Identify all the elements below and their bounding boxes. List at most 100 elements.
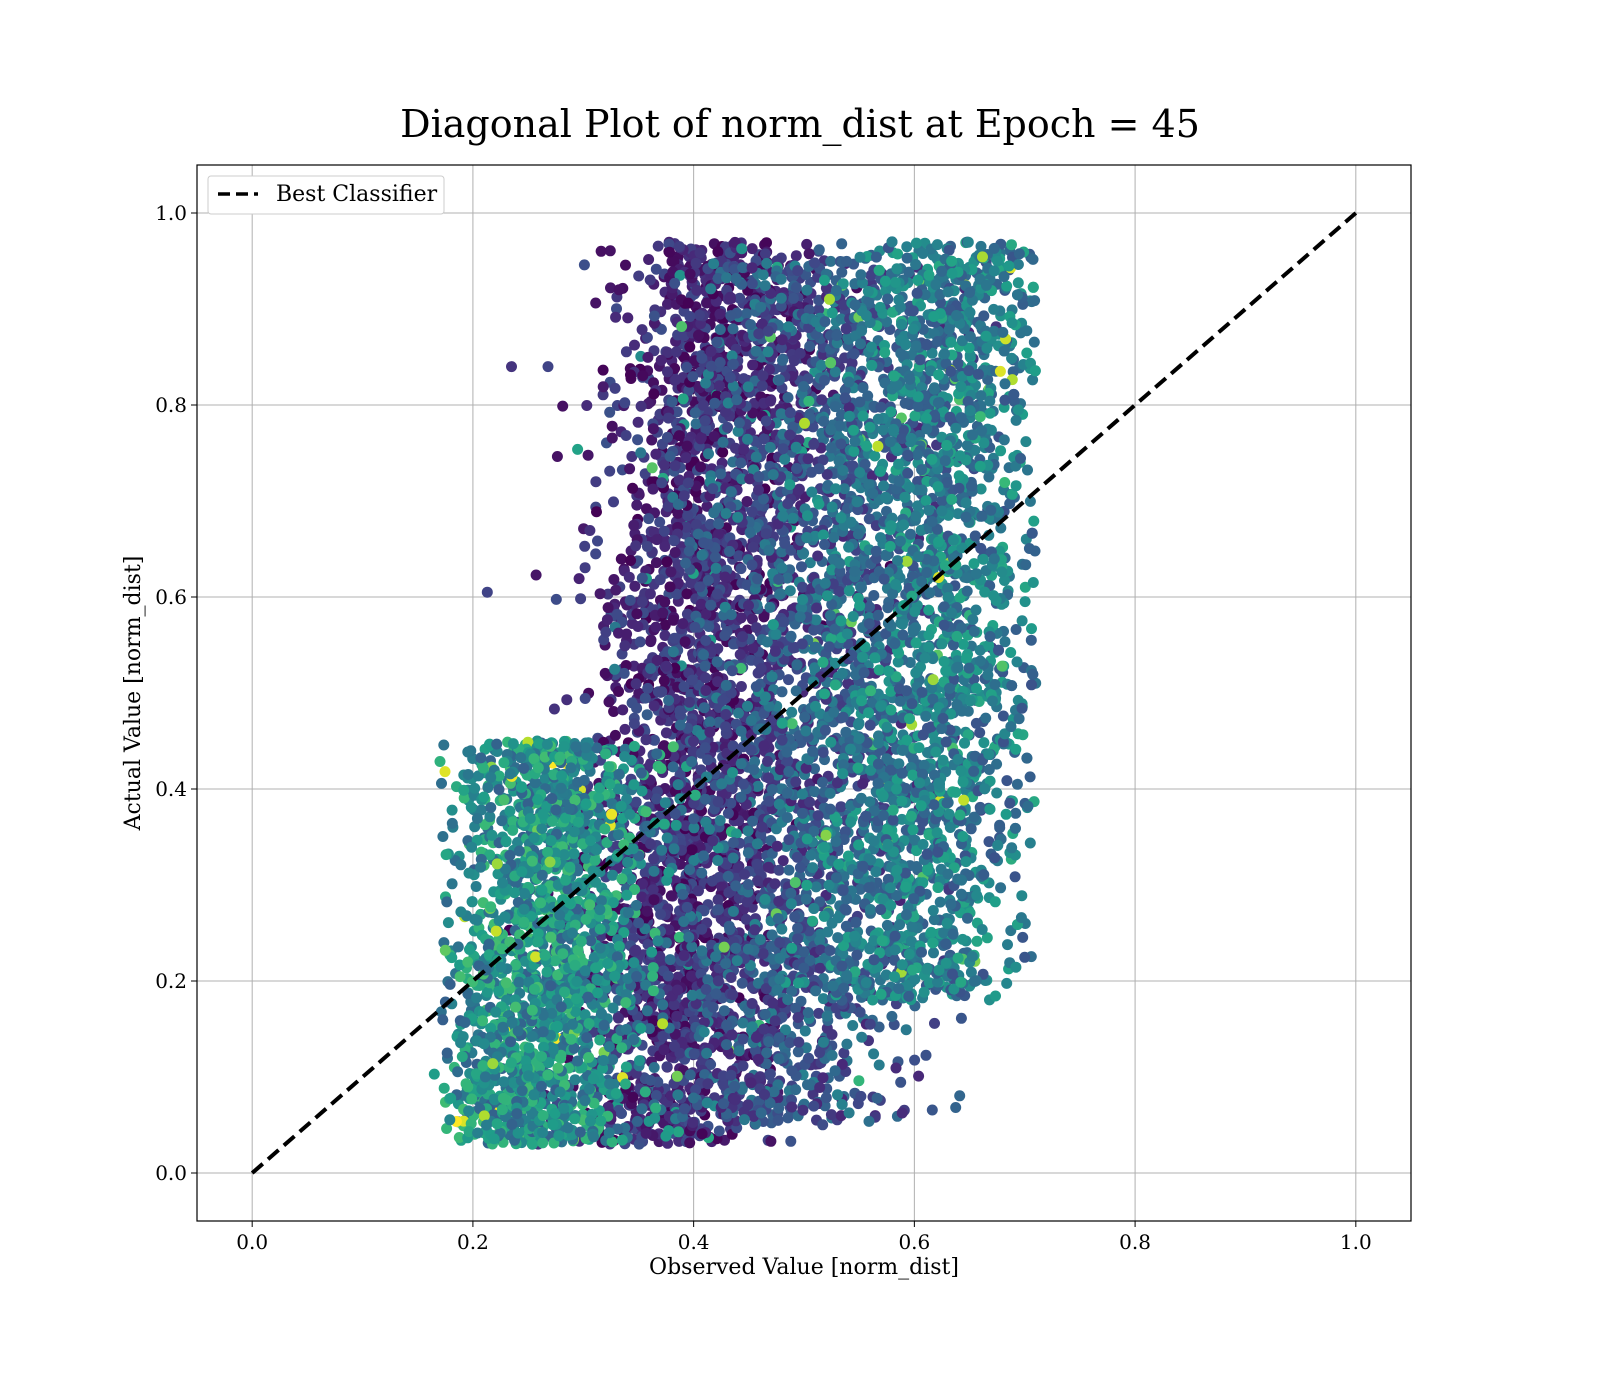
scatter-point (590, 548, 602, 560)
scatter-point (841, 1038, 853, 1050)
scatter-point (604, 465, 616, 477)
scatter-point (707, 483, 719, 495)
scatter-point (644, 274, 656, 286)
scatter-point (800, 725, 812, 737)
scatter-point (854, 1006, 866, 1018)
scatter-point (720, 508, 732, 519)
scatter-point (673, 241, 685, 253)
scatter-point (629, 339, 640, 351)
scatter-point (929, 1017, 940, 1029)
scatter-point (633, 270, 645, 282)
scatter-point (637, 370, 649, 382)
scatter-point (777, 354, 788, 366)
scatter-point (671, 1070, 683, 1082)
scatter-point (773, 1053, 785, 1065)
scatter-point (836, 1099, 848, 1110)
scatter-point (786, 1065, 798, 1077)
scatter-point (750, 1032, 762, 1043)
scatter-point (782, 1112, 794, 1124)
scatter-point (636, 324, 648, 336)
scatter-point (783, 834, 795, 846)
scatter-point (676, 321, 688, 332)
scatter-point (950, 1102, 962, 1113)
scatter-point (688, 735, 699, 747)
scatter-point (625, 555, 637, 566)
scatter-point (783, 321, 794, 333)
scatter-point (826, 1029, 838, 1040)
scatter-point (759, 1008, 771, 1020)
scatter-point (735, 681, 747, 692)
scatter-point (681, 901, 693, 913)
scatter-point (665, 890, 677, 902)
scatter-point (632, 416, 644, 428)
scatter-point (725, 310, 737, 322)
scatter-point (643, 513, 655, 525)
scatter-point (630, 796, 642, 808)
scatter-point (729, 1080, 740, 1092)
scatter-point (673, 430, 685, 442)
scatter-point (661, 1061, 673, 1073)
scatter-point (696, 352, 708, 364)
scatter-point (530, 569, 542, 581)
scatter-point (615, 553, 627, 565)
scatter-point (738, 443, 750, 455)
scatter-point (669, 632, 680, 644)
scatter-point (636, 572, 648, 584)
scatter-point (710, 562, 722, 574)
scatter-point (759, 691, 771, 703)
scatter-point (683, 931, 695, 943)
scatter-point (808, 438, 820, 450)
scatter-point (725, 1069, 737, 1081)
scatter-point (579, 562, 591, 574)
scatter-point (664, 450, 676, 462)
scatter-point (672, 984, 683, 996)
scatter-point (696, 867, 708, 879)
scatter-point (733, 707, 744, 719)
scatter-point (755, 301, 767, 313)
scatter-point (618, 667, 630, 679)
scatter-point (648, 310, 660, 322)
scatter-point (594, 588, 606, 600)
scatter-point (632, 621, 644, 632)
scatter-point (714, 380, 725, 392)
scatter-point (832, 1089, 843, 1101)
scatter-point (630, 944, 642, 956)
scatter-point (592, 535, 603, 547)
scatter-point (766, 671, 778, 683)
scatter-point (642, 351, 654, 363)
scatter-point (750, 681, 762, 693)
scatter-point (792, 1046, 804, 1058)
scatter-point (712, 855, 724, 866)
scatter-point (700, 983, 712, 995)
scatter-point (742, 943, 754, 955)
scatter-point (725, 972, 737, 983)
scatter-point (773, 864, 785, 876)
scatter-point (609, 382, 621, 394)
chart-title: Diagonal Plot of norm_dist at Epoch = 45 (400, 102, 1200, 146)
scatter-point (725, 486, 737, 498)
scatter-point (763, 544, 775, 556)
scatter-point (782, 994, 794, 1006)
scatter-point (561, 694, 573, 706)
scatter-point (650, 1090, 662, 1101)
scatter-point (755, 1107, 767, 1119)
scatter-point (659, 619, 671, 631)
scatter-point (704, 726, 716, 738)
scatter-point (852, 719, 864, 731)
scatter-point (744, 526, 756, 538)
scatter-point (627, 1091, 639, 1103)
scatter-point (674, 719, 686, 731)
scatter-point (641, 709, 653, 721)
scatter-point (648, 700, 660, 712)
scatter-point (745, 744, 757, 756)
scatter-point (764, 1068, 776, 1080)
scatter-point (746, 559, 758, 571)
scatter-point (687, 1117, 699, 1128)
scatter-point (746, 506, 758, 518)
scatter-point (857, 778, 869, 790)
scatter-point (704, 716, 716, 728)
scatter-point (775, 292, 787, 304)
scatter-point (763, 861, 774, 873)
scatter-point (711, 336, 723, 348)
